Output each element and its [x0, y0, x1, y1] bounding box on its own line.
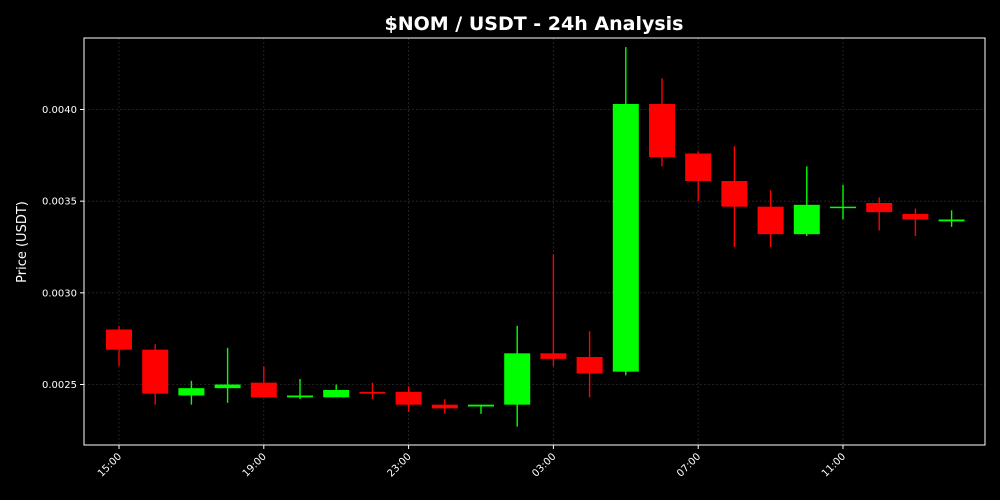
candle-body — [106, 329, 132, 350]
candle — [685, 151, 712, 202]
y-axis-label: Price (USDT) — [15, 201, 30, 283]
x-tick-label: 11:00 — [820, 451, 848, 479]
candle-body — [540, 353, 567, 359]
candle-body — [721, 181, 748, 207]
candle — [757, 190, 784, 247]
candle-body — [576, 357, 603, 374]
candle — [649, 78, 675, 167]
candle — [395, 386, 422, 412]
x-tick-label: 03:00 — [530, 451, 558, 479]
candle-body — [504, 353, 531, 405]
candle-body — [793, 204, 820, 235]
candle — [902, 208, 929, 236]
x-tick-label: 07:00 — [675, 451, 703, 479]
candle-body — [866, 203, 893, 213]
candle — [866, 197, 893, 231]
candle — [468, 404, 494, 414]
candle-body — [395, 391, 422, 405]
candle — [721, 146, 748, 247]
candle-body — [287, 395, 313, 398]
candle — [214, 347, 241, 403]
x-tick-label: 19:00 — [241, 451, 269, 479]
candle — [612, 47, 639, 376]
candle — [938, 210, 965, 227]
candle — [793, 166, 820, 236]
candle — [431, 399, 458, 414]
candle-body — [468, 404, 494, 407]
candle-body — [830, 206, 856, 209]
chart-title: $NOM / USDT - 24h Analysis — [385, 13, 684, 35]
candle — [576, 331, 603, 398]
candle-body — [214, 384, 241, 389]
candle-body — [902, 214, 929, 220]
candle-body — [178, 388, 205, 396]
candle — [830, 184, 856, 220]
candle-body — [757, 206, 784, 235]
candle-body — [612, 104, 639, 372]
candle — [504, 325, 531, 427]
y-tick-label: 0.0040 — [42, 105, 77, 116]
candle — [106, 325, 132, 367]
candle-body — [649, 104, 675, 158]
candle-body — [685, 153, 712, 181]
y-tick-label: 0.0035 — [42, 197, 77, 208]
y-tick-label: 0.0030 — [42, 288, 77, 299]
axes: 0.0025 0.0030 0.0035 0.0040 15:00 19:00 23:00 0… — [42, 105, 848, 480]
candle — [250, 366, 277, 398]
x-tick-label: 23:00 — [386, 451, 414, 479]
candle — [287, 379, 313, 400]
x-tick-label: 15:00 — [96, 451, 124, 479]
candles — [106, 47, 965, 427]
plot-frame — [83, 37, 986, 446]
candle-body — [142, 349, 169, 394]
grid-lines — [84, 38, 985, 445]
candle-body — [431, 404, 458, 409]
candle — [178, 380, 205, 405]
candle-body — [938, 219, 965, 222]
candle-body — [323, 390, 350, 398]
y-tick-label: 0.0025 — [42, 380, 77, 391]
candle — [323, 384, 350, 398]
candle — [359, 382, 386, 400]
candle — [540, 254, 567, 367]
candle — [142, 344, 169, 405]
candle-body — [359, 391, 386, 394]
candle-body — [250, 382, 277, 398]
